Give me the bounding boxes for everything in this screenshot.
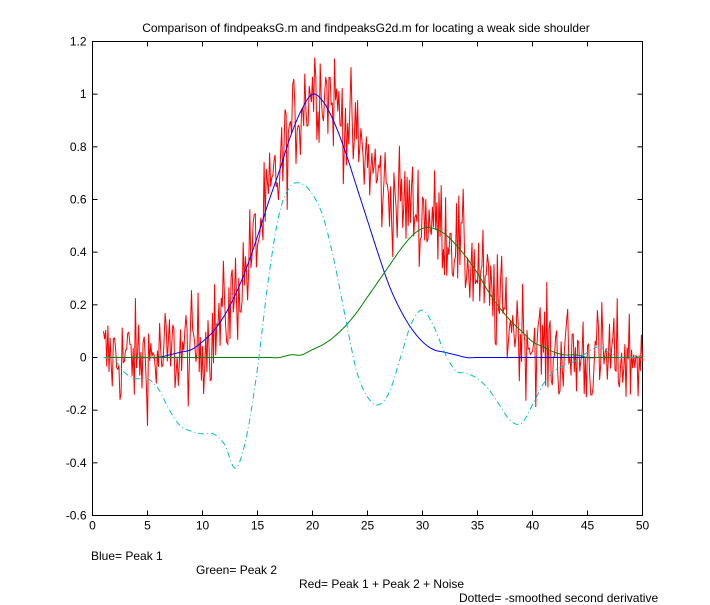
series-line-peak-1 <box>103 93 643 359</box>
x-tick-label: 25 <box>361 519 375 533</box>
x-tick-label: 35 <box>471 519 485 533</box>
x-tick-label: 10 <box>196 519 210 533</box>
series-line-peak-2 <box>103 227 643 359</box>
series-line-peak-1-peak-2-noise <box>103 57 643 426</box>
x-tick-label: 5 <box>144 519 151 533</box>
y-tick-label: 1.2 <box>70 35 87 49</box>
caption: Blue= Peak 1 Green= Peak 2 Red= Peak 1 +… <box>0 535 710 605</box>
x-tick-label: 30 <box>416 519 430 533</box>
y-tick-label: -0.6 <box>66 509 87 523</box>
y-tick-label: 0 <box>80 351 87 365</box>
caption-red: Red= Peak 1 + Peak 2 + Noise <box>299 577 465 591</box>
y-tick-label: 0.4 <box>70 245 87 259</box>
x-tick-label: 0 <box>89 519 96 533</box>
chart: Comparison of findpeaksG.m and findpeaks… <box>66 21 650 533</box>
x-tick-label: 15 <box>251 519 265 533</box>
x-tick-label: 45 <box>581 519 595 533</box>
y-tick-label: -0.2 <box>66 403 87 417</box>
y-tick-label: -0.4 <box>66 456 87 470</box>
y-tick-label: 0.6 <box>70 193 87 207</box>
series-layer <box>103 57 643 469</box>
caption-dotted: Dotted= -smoothed second derivative <box>459 591 659 605</box>
caption-blue: Blue= Peak 1 <box>91 549 163 563</box>
y-tick-label: 0.2 <box>70 298 87 312</box>
caption-green: Green= Peak 2 <box>196 563 278 577</box>
x-tick-label: 50 <box>636 519 650 533</box>
y-tick-label: 1 <box>80 87 87 101</box>
chart-title: Comparison of findpeaksG.m and findpeaks… <box>142 21 590 35</box>
y-tick-label: 0.8 <box>70 140 87 154</box>
axis-ticks: 0 5 10 15 20 25 30 35 40 45 501.210.80.60.40.20-0.… <box>66 35 650 533</box>
plot-area <box>92 41 643 516</box>
series-line-smoothed-second-derivative <box>103 182 643 469</box>
x-tick-label: 40 <box>526 519 540 533</box>
x-tick-label: 20 <box>306 519 320 533</box>
